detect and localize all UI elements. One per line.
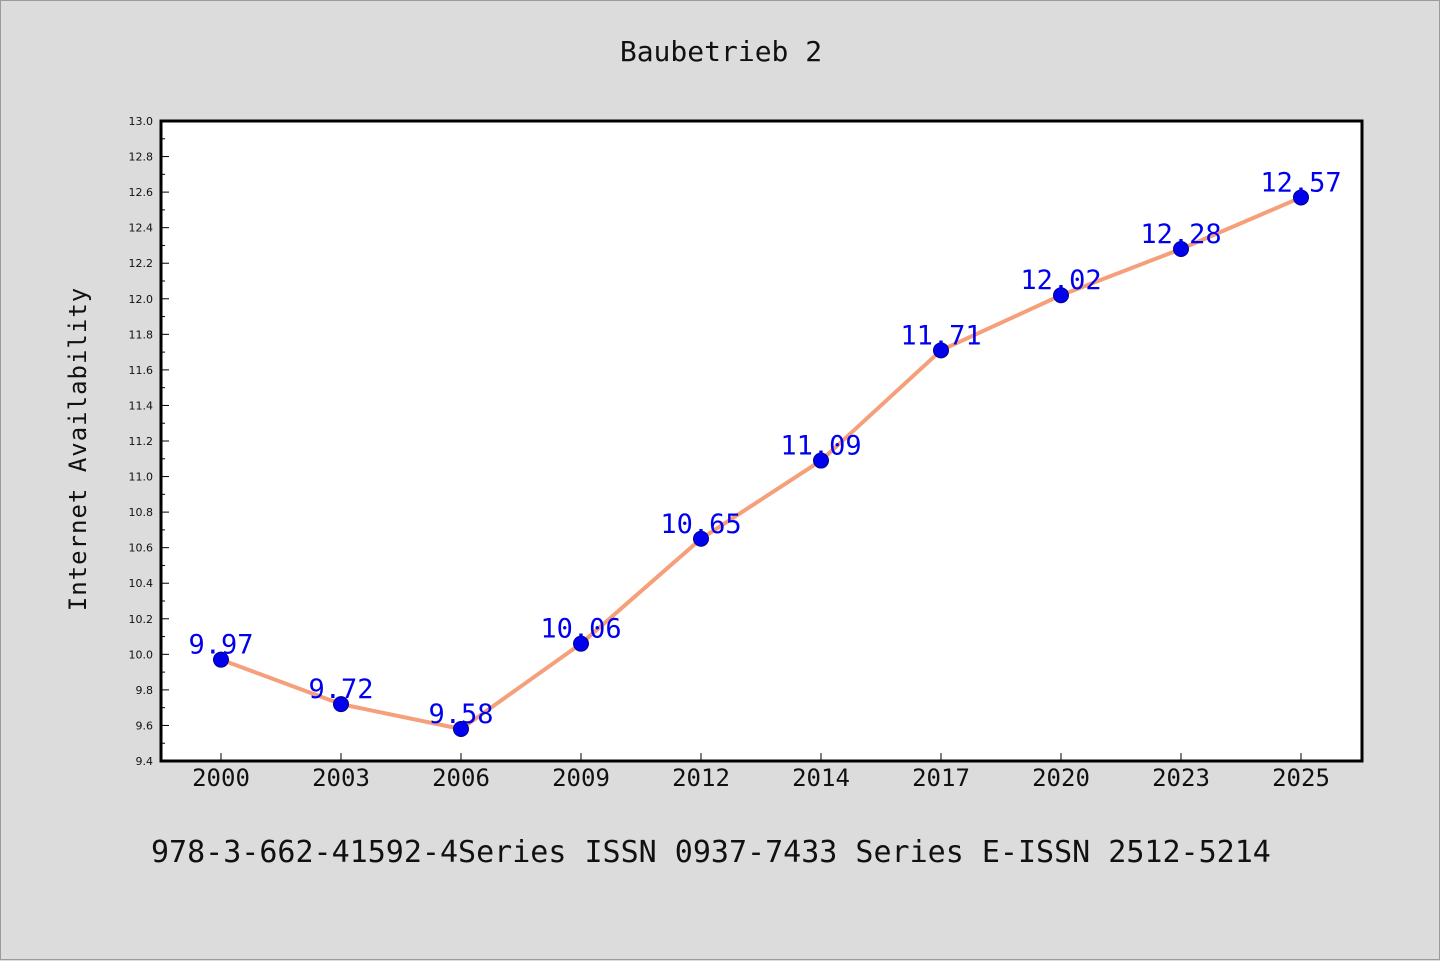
chart-title: Baubetrieb 2	[619, 35, 823, 68]
y-tick-label: 10.8	[129, 506, 154, 519]
y-tick-label: 12.2	[129, 257, 154, 270]
data-label: 11.71	[900, 320, 981, 351]
y-tick-label: 10.4	[129, 577, 154, 590]
y-tick-label: 11.2	[129, 435, 154, 448]
y-tick-label: 11.8	[129, 328, 154, 341]
data-point	[1053, 287, 1069, 304]
data-label: 10.06	[540, 614, 621, 645]
data-point	[213, 651, 229, 668]
data-label: 12.57	[1260, 167, 1341, 198]
y-tick-label: 13.0	[129, 115, 154, 128]
data-label: 11.09	[780, 431, 861, 462]
footer-text: 978-3-662-41592-4Series ISSN 0937-7433 S…	[151, 835, 1271, 870]
x-tick-label: 2000	[192, 764, 250, 792]
data-point	[933, 342, 949, 359]
y-tick-label: 11.0	[129, 471, 154, 484]
x-tick-label: 2003	[312, 764, 370, 792]
data-point	[813, 452, 829, 469]
data-label: 9.72	[308, 674, 373, 705]
y-tick-label: 9.4	[136, 755, 154, 768]
x-tick-label: 2009	[552, 764, 610, 792]
x-tick-label: 2020	[1032, 764, 1090, 792]
y-tick-label: 11.6	[129, 364, 154, 377]
series-line	[219, 195, 1303, 731]
data-point	[453, 721, 469, 737]
y-tick-label: 12.4	[129, 222, 154, 235]
x-tick-label: 2006	[432, 764, 490, 792]
data-label: 12.02	[1020, 265, 1101, 296]
y-tick-label: 9.6	[136, 719, 154, 732]
data-point	[1173, 241, 1189, 257]
data-point	[333, 696, 349, 713]
x-tick-label: 2014	[792, 764, 850, 792]
plot-frame	[159, 119, 1364, 763]
plot-area	[161, 121, 1362, 761]
y-tick-label: 12.8	[129, 151, 154, 164]
data-label: 12.28	[1140, 219, 1221, 250]
y-tick-label: 12.6	[129, 186, 154, 199]
x-tick-label: 2023	[1152, 764, 1210, 792]
y-tick-label: 10.6	[129, 542, 154, 555]
y-tick-label: 9.8	[136, 684, 154, 697]
x-tick-label: 2012	[672, 764, 730, 792]
y-tick-label: 11.4	[129, 399, 154, 412]
data-label: 9.97	[188, 630, 253, 661]
data-label: 10.65	[660, 509, 741, 540]
data-point	[693, 530, 709, 547]
y-tick-label: 10.0	[129, 648, 154, 661]
data-point	[573, 635, 589, 652]
x-tick-label: 2025	[1272, 764, 1330, 792]
data-point	[1293, 189, 1309, 206]
x-tick-label: 2017	[912, 764, 970, 792]
y-tick-label: 10.2	[129, 613, 154, 626]
y-tick-label: 12.0	[129, 293, 154, 306]
data-label: 9.58	[428, 699, 493, 730]
